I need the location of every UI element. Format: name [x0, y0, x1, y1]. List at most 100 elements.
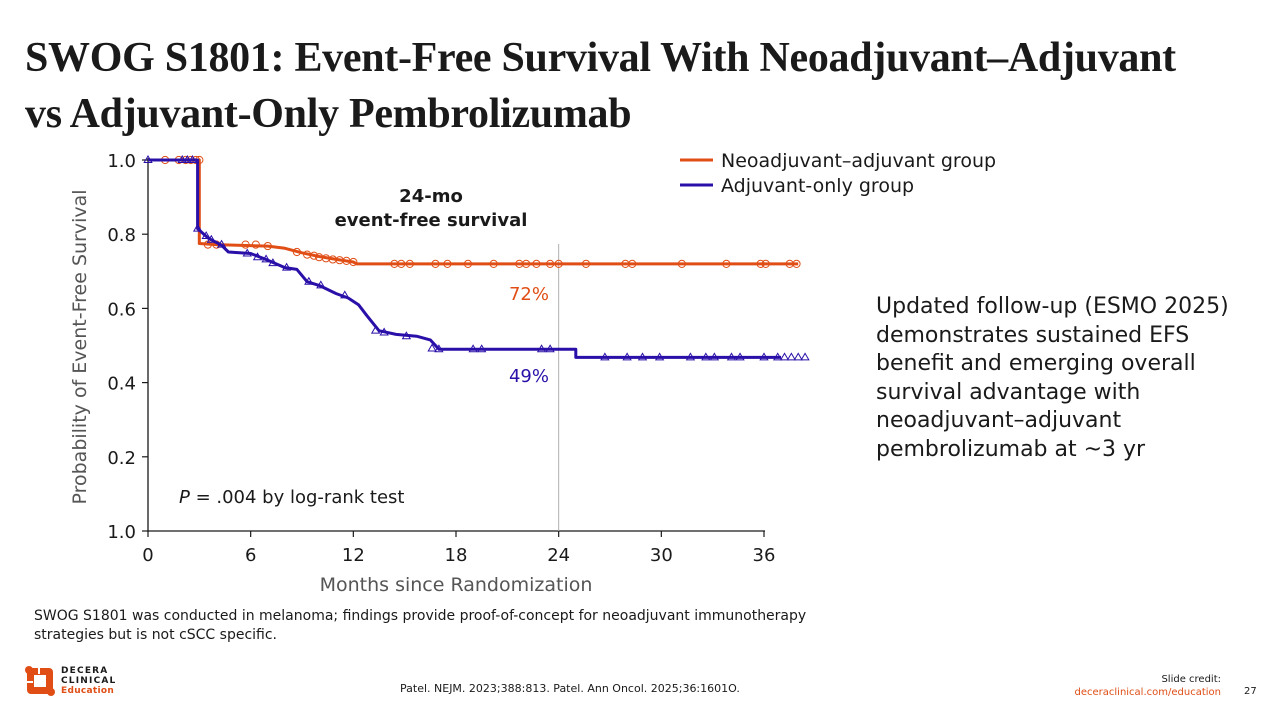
censor-marker-circle — [761, 259, 770, 268]
censor-marker-triangle — [685, 352, 696, 361]
censor-marker-triangle — [800, 352, 810, 361]
annotation-heading-line-2: event-free survival — [335, 210, 528, 231]
censor-marker-triangle — [600, 352, 610, 361]
x-tick-label: 30 — [650, 545, 673, 566]
references: Patel. NEJM. 2023;388:813. Patel. Ann On… — [400, 682, 740, 695]
slide-credit: Slide credit: deceraclinical.com/educati… — [1075, 673, 1222, 699]
y-tick-label: 0.6 — [107, 299, 136, 320]
slide-credit-link[interactable]: deceraclinical.com/education — [1074, 687, 1222, 698]
censor-marker-circle — [251, 240, 260, 249]
x-tick-label: 18 — [445, 545, 468, 566]
censor-marker-triangle — [379, 327, 389, 336]
censor-marker-triangle — [468, 344, 478, 353]
censor-marker-circle — [722, 259, 731, 268]
censor-marker-triangle — [304, 276, 314, 285]
slide-title: SWOG S1801: Event-Free Survival With Neo… — [25, 30, 1265, 142]
censor-marker-circle — [522, 259, 531, 268]
censor-marker-triangle — [476, 344, 487, 353]
censor-marker-circle — [792, 259, 801, 268]
survival-curves — [143, 155, 810, 361]
censor-marker-circle — [405, 259, 414, 268]
censor-marker-circle — [263, 241, 272, 251]
censor-marker-triangle — [206, 234, 216, 243]
x-tick-label: 24 — [547, 545, 570, 566]
legend-label-adj: Adjuvant-only group — [721, 175, 914, 197]
slide-title-line-1: SWOG S1801: Event-Free Survival With Neo… — [25, 35, 1176, 81]
censor-marker-circle — [628, 259, 637, 268]
key-takeaway-text: Updated follow-up (ESMO 2025) demonstrat… — [876, 294, 1229, 462]
logo-line-2: CLINICAL — [61, 676, 117, 686]
censor-marker-triangle — [786, 352, 797, 361]
censor-marker-triangle — [536, 344, 547, 353]
censor-marker-circle — [241, 240, 250, 249]
censor-marker-circle — [532, 259, 541, 268]
censor-marker-triangle — [340, 290, 350, 299]
p-value-text: = .004 by log-rank test — [190, 487, 405, 508]
censor-marker-triangle — [370, 325, 381, 334]
censor-marker-triangle — [182, 155, 193, 163]
censor-marker-circle — [349, 257, 358, 267]
censor-marker-triangle — [793, 352, 803, 361]
censor-marker-circle — [756, 259, 765, 268]
censor-marker-circle — [397, 259, 406, 268]
footnote: SWOG S1801 was conducted in melanoma; fi… — [34, 608, 807, 643]
censor-marker-triangle — [779, 352, 790, 361]
adj-survival-line — [148, 158, 782, 359]
annotation-heading-line-1: 24-mo — [399, 186, 463, 207]
decera-logo: DECERA CLINICAL Education — [25, 666, 116, 696]
x-axis-label: Months since Randomization — [320, 574, 593, 596]
censor-marker-circle — [489, 259, 498, 268]
y-tick-label: 0.8 — [107, 225, 136, 246]
censor-marker-triangle — [545, 344, 555, 353]
censor-marker-circle — [677, 259, 686, 268]
censor-marker-triangle — [242, 248, 252, 257]
censor-marker-triangle — [759, 352, 769, 361]
censor-marker-triangle — [261, 254, 271, 263]
censor-marker-circle — [431, 259, 440, 268]
y-tick-label: 0.4 — [107, 374, 136, 395]
censor-marker-circle — [546, 259, 555, 268]
censor-marker-triangle — [281, 262, 292, 271]
censor-marker-triangle — [187, 155, 198, 163]
y-axis-label: Probability of Event-Free Survival — [69, 189, 91, 504]
censor-marker-triangle — [201, 231, 211, 240]
x-tick-label: 6 — [245, 545, 256, 566]
censor-marker-triangle — [316, 280, 326, 289]
logo-wordmark: DECERA CLINICAL Education — [61, 666, 116, 696]
legend-label-neo: Neoadjuvant–adjuvant group — [721, 150, 996, 172]
adj-series — [143, 155, 810, 361]
censor-marker-circle — [443, 259, 452, 268]
censor-marker-triangle — [773, 352, 783, 361]
censor-marker-triangle — [654, 352, 665, 361]
censor-marker-triangle — [192, 223, 203, 232]
censor-marker-triangle — [637, 352, 648, 361]
censor-marker-triangle — [735, 352, 745, 361]
x-tick-label: 36 — [753, 545, 776, 566]
y-tick-label: 0.2 — [107, 448, 136, 469]
censor-marker-triangle — [622, 352, 632, 361]
censor-marker-triangle — [427, 343, 437, 352]
adj-24mo-label: 49% — [509, 366, 549, 387]
p-value-symbol: P — [179, 487, 190, 508]
censor-marker-triangle — [701, 352, 711, 361]
censor-marker-triangle — [216, 239, 227, 248]
censor-marker-circle — [581, 259, 591, 268]
censor-marker-triangle — [143, 155, 153, 163]
censor-marker-circle — [554, 259, 563, 268]
logo-line-3: Education — [61, 686, 115, 696]
censor-marker-triangle — [177, 155, 187, 163]
slide-title-line-2: vs Adjuvant-Only Pembrolizumab — [25, 91, 632, 137]
neo-24mo-label: 72% — [509, 284, 549, 305]
censor-marker-triangle — [252, 252, 263, 261]
slide-credit-label: Slide credit: — [1161, 674, 1221, 685]
x-ticks: 0 6 12 18 24 30 36 — [142, 531, 775, 566]
censor-marker-triangle — [268, 258, 278, 267]
logo-line-1: DECERA — [61, 666, 109, 676]
y-tick-label: 1.0 — [107, 151, 136, 172]
censor-marker-triangle — [726, 352, 737, 361]
p-value-annotation: P = .004 by log-rank test — [179, 487, 404, 508]
censor-marker-triangle — [401, 331, 412, 340]
decera-logo-icon — [25, 666, 55, 696]
censor-marker-circle — [292, 247, 301, 257]
y-tick-label: 1.0 — [107, 522, 136, 543]
